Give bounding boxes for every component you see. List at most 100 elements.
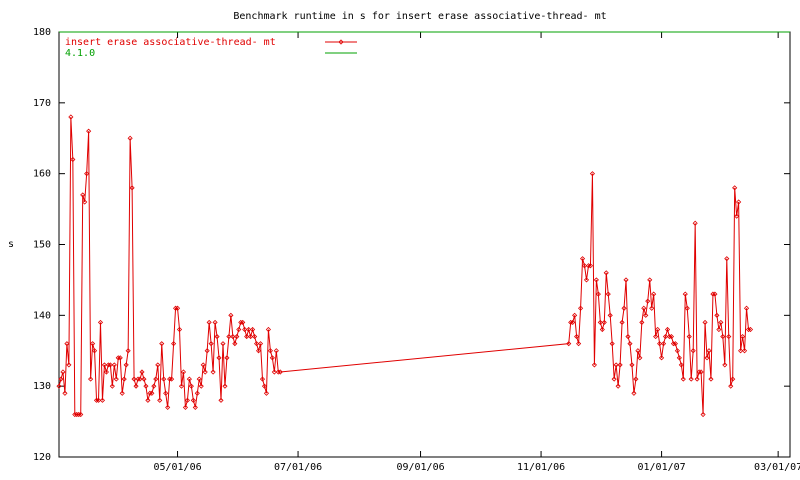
point-marker	[113, 376, 119, 382]
point-marker	[716, 326, 722, 333]
point-marker	[184, 397, 190, 403]
point-marker	[139, 369, 145, 375]
point-marker	[734, 213, 740, 219]
point-marker	[653, 334, 659, 340]
point-marker	[135, 376, 141, 382]
point-marker	[216, 355, 222, 361]
y-tick-label: 160	[33, 169, 51, 180]
point-marker	[568, 319, 574, 325]
legend-label: insert erase associative-thread- mt	[65, 37, 276, 48]
point-marker	[660, 341, 667, 347]
point-marker	[208, 341, 214, 347]
point-marker	[206, 319, 212, 325]
x-tick-label: 03/01/07	[754, 462, 800, 473]
point-marker	[119, 390, 125, 396]
point-marker	[633, 376, 639, 382]
point-marker	[611, 376, 617, 382]
point-marker	[255, 348, 262, 354]
point-marker	[171, 341, 177, 347]
point-marker	[718, 319, 724, 325]
point-marker	[593, 277, 599, 283]
point-marker	[169, 376, 175, 382]
point-marker	[212, 319, 218, 325]
point-marker	[566, 341, 572, 347]
point-marker	[129, 185, 135, 191]
point-marker	[623, 277, 629, 283]
point-marker	[659, 355, 665, 361]
x-tick-label: 07/01/06	[274, 462, 322, 473]
point-marker	[224, 355, 230, 361]
point-marker	[694, 376, 700, 382]
point-marker	[163, 390, 169, 396]
point-marker	[585, 263, 592, 269]
point-marker	[668, 334, 675, 340]
point-marker	[147, 390, 153, 396]
point-marker	[250, 326, 256, 333]
point-marker	[637, 355, 643, 361]
point-marker	[688, 376, 694, 382]
point-marker	[232, 341, 238, 347]
point-marker	[143, 383, 149, 389]
point-marker	[607, 312, 613, 318]
point-marker	[649, 305, 655, 311]
point-marker	[708, 376, 714, 382]
y-tick-label: 170	[33, 98, 51, 109]
point-marker	[704, 355, 710, 361]
point-marker	[743, 305, 750, 311]
point-marker	[615, 383, 621, 389]
point-marker	[259, 376, 266, 382]
point-marker	[109, 383, 115, 389]
point-marker	[631, 390, 637, 396]
point-marker	[190, 397, 196, 403]
legend-marker	[338, 39, 344, 45]
point-marker	[601, 319, 607, 325]
point-marker	[257, 341, 264, 347]
point-marker	[680, 376, 686, 382]
point-marker	[621, 305, 627, 311]
point-marker	[165, 404, 171, 410]
point-marker	[121, 376, 127, 382]
point-marker	[149, 390, 155, 396]
point-marker	[747, 326, 754, 333]
point-marker	[736, 199, 742, 205]
point-marker	[218, 397, 224, 403]
point-marker	[91, 348, 98, 354]
point-marker	[682, 291, 688, 297]
y-tick-label: 120	[33, 452, 51, 463]
point-marker	[202, 369, 208, 375]
point-marker	[234, 334, 240, 340]
point-marker	[686, 334, 692, 340]
point-marker	[635, 348, 641, 354]
point-marker	[275, 369, 281, 375]
y-tick-label: 140	[33, 310, 51, 321]
point-marker	[198, 383, 204, 389]
point-marker	[60, 369, 66, 375]
point-marker	[617, 362, 623, 368]
point-marker	[579, 256, 586, 262]
point-marker	[269, 355, 275, 361]
point-marker	[698, 369, 704, 375]
point-marker	[56, 383, 62, 389]
point-marker	[639, 319, 645, 325]
point-marker	[103, 369, 109, 375]
point-marker	[82, 199, 88, 205]
point-marker	[159, 341, 165, 347]
point-marker	[277, 369, 283, 375]
point-marker	[599, 326, 605, 333]
x-tick-label: 05/01/06	[153, 462, 201, 473]
point-marker	[188, 383, 194, 389]
point-marker	[90, 341, 96, 347]
y-tick-label: 150	[33, 240, 51, 251]
point-marker	[570, 319, 576, 325]
point-marker	[710, 291, 716, 297]
point-marker	[78, 411, 84, 418]
point-marker	[578, 305, 584, 311]
point-marker	[115, 355, 121, 361]
point-marker	[678, 362, 684, 368]
point-marker	[86, 128, 92, 134]
point-marker	[123, 362, 129, 368]
point-marker	[194, 390, 200, 396]
point-marker	[690, 348, 696, 354]
point-marker	[76, 411, 82, 418]
point-marker	[605, 291, 611, 297]
